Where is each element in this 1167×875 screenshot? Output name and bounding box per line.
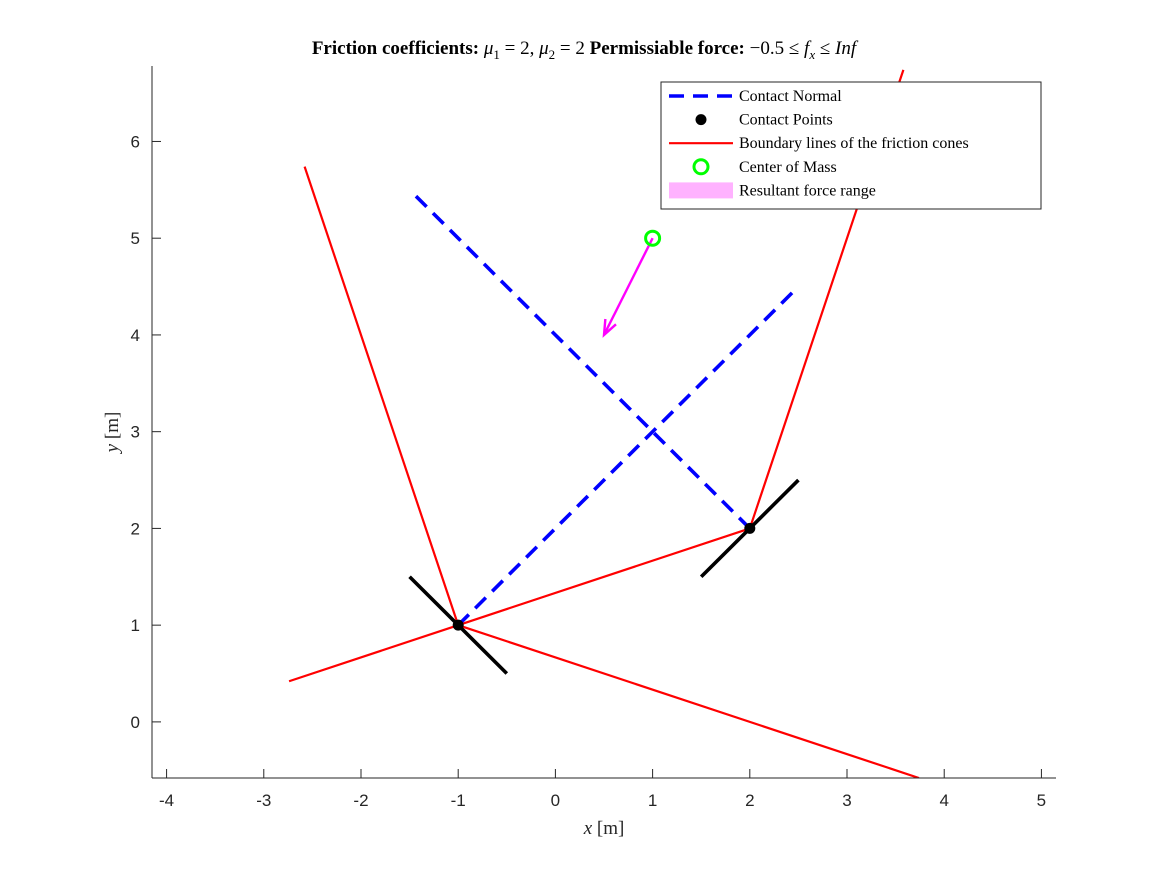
contact-normal-line-0 <box>456 285 800 627</box>
center-of-mass-marker <box>644 229 662 247</box>
x-tick-label: -1 <box>451 791 466 810</box>
chart-title: Friction coefficients: μ1 = 2, μ2 = 2 Pe… <box>312 38 859 62</box>
x-axis-label: x [m] <box>583 818 625 839</box>
legend-item: Contact Normal <box>669 88 842 105</box>
y-tick-label: 4 <box>131 326 140 345</box>
x-tick-label: -2 <box>353 791 368 810</box>
y-axis-label-text: y [m] <box>102 412 123 455</box>
legend-box <box>660 81 1042 210</box>
y-tick-label: 1 <box>131 616 140 635</box>
title-part: x <box>808 47 815 62</box>
x-tick-label: 0 <box>551 791 560 810</box>
y-axis-label: y [m] <box>102 412 123 455</box>
title-part: 2 <box>549 47 556 62</box>
legend-item: Resultant force range <box>669 182 876 199</box>
contact-normal-line-1 <box>408 188 752 530</box>
x-tick-label: -3 <box>256 791 271 810</box>
y-axis-unit: [m] <box>102 412 123 444</box>
legend-label: Contact Normal <box>739 88 842 105</box>
x-axis-label-text: x [m] <box>583 818 625 839</box>
y-tick-label: 0 <box>131 713 140 732</box>
y-axis-var: y <box>102 443 123 454</box>
friction-cone-line-2 <box>288 624 459 683</box>
x-tick-label: 2 <box>745 791 754 810</box>
x-axis-unit: [m] <box>592 818 624 839</box>
legend-swatch-point <box>695 114 707 126</box>
legend-swatch-circle <box>692 158 710 176</box>
legend-label: Boundary lines of the friction cones <box>739 135 969 152</box>
legend-item: Center of Mass <box>692 158 837 176</box>
friction-cone-line-4 <box>457 527 751 627</box>
resultant-force-arrow <box>602 237 654 336</box>
title-part: f <box>804 38 812 59</box>
title-text: Friction coefficients: μ1 = 2, μ2 = 2 Pe… <box>312 38 859 62</box>
x-tick-label: 1 <box>648 791 657 810</box>
friction-cone-line-1 <box>457 624 920 778</box>
contact-point-0 <box>452 619 464 631</box>
x-tick-label: 5 <box>1037 791 1046 810</box>
x-tick-label: 3 <box>842 791 851 810</box>
legend-label: Contact Points <box>739 112 833 129</box>
x-axis-var: x <box>583 818 593 839</box>
title-part: Friction coefficients: <box>312 38 484 59</box>
resultant-force-arrowhead <box>602 318 617 338</box>
title-part: −0.5 ≤ <box>750 38 804 59</box>
y-tick-label: 2 <box>131 519 140 538</box>
legend-swatch-fill <box>669 182 733 199</box>
legend-label: Center of Mass <box>739 159 837 176</box>
title-part: μ <box>483 38 494 59</box>
contact-point-1 <box>744 522 756 534</box>
y-tick-label: 6 <box>131 132 140 151</box>
legend-item: Contact Points <box>695 112 833 129</box>
y-tick-label: 3 <box>131 423 140 442</box>
legend: Contact Normal Contact Points Boundary lin… <box>660 81 1042 210</box>
legend-item: Boundary lines of the friction cones <box>669 135 969 152</box>
y-tick-label: 5 <box>131 229 140 248</box>
x-tick-label: -4 <box>159 791 174 810</box>
axes: -4 -3 -2 -1 0 1 2 3 4 5 0 1 2 3 4 5 6 <box>131 66 1056 810</box>
legend-label: Resultant force range <box>739 182 876 199</box>
title-part: Permissiable force: <box>590 38 750 59</box>
friction-cone-line-0 <box>303 166 460 626</box>
title-part: μ <box>538 38 549 59</box>
title-part: = 2 <box>555 38 589 59</box>
x-tick-label: 4 <box>939 791 948 810</box>
title-part: = 2, <box>500 38 539 59</box>
title-part: Inf <box>834 38 859 59</box>
title-part: ≤ <box>815 38 835 59</box>
title-part: 1 <box>493 47 500 62</box>
